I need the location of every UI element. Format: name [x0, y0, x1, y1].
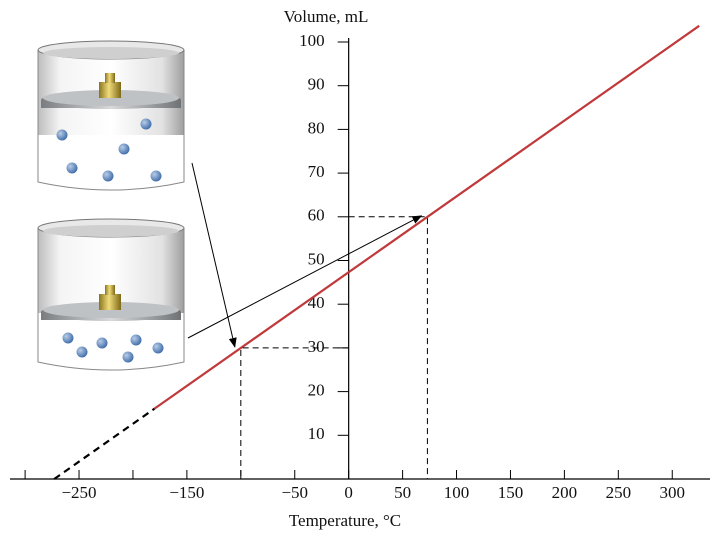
x-tick-label: 300 — [659, 483, 685, 502]
x-tick-label: 200 — [552, 483, 578, 502]
cylinder-small — [37, 218, 185, 371]
y-tick-label: 30 — [308, 337, 325, 356]
pointer-arrow — [191, 162, 237, 348]
x-axis-label: Temperature, °C — [289, 511, 401, 530]
x-tick-label: 150 — [498, 483, 524, 502]
x-tick-label: 100 — [444, 483, 470, 502]
x-tick-label: −250 — [61, 483, 96, 502]
y-tick-label: 10 — [308, 424, 325, 443]
y-axis-label: Volume, mL — [284, 7, 369, 26]
x-tick-label: 50 — [394, 483, 411, 502]
y-tick-label: 60 — [308, 206, 325, 225]
data-line — [153, 24, 700, 410]
y-tick-label: 80 — [308, 118, 325, 137]
pointer-arrow — [187, 215, 423, 339]
x-tick-label: 250 — [606, 483, 632, 502]
y-tick-label: 100 — [299, 31, 325, 50]
y-tick-label: 90 — [308, 75, 325, 94]
guide-line — [240, 347, 349, 479]
cylinder-large — [37, 40, 185, 191]
x-tick-label: 0 — [344, 483, 353, 502]
guide-line — [348, 216, 428, 479]
y-tick-label: 20 — [308, 381, 325, 400]
extrapolation-line — [53, 407, 156, 480]
x-tick-label: −50 — [281, 483, 308, 502]
x-tick-label: −150 — [169, 483, 204, 502]
y-tick-label: 70 — [308, 162, 325, 181]
y-tick-label: 50 — [308, 249, 325, 268]
